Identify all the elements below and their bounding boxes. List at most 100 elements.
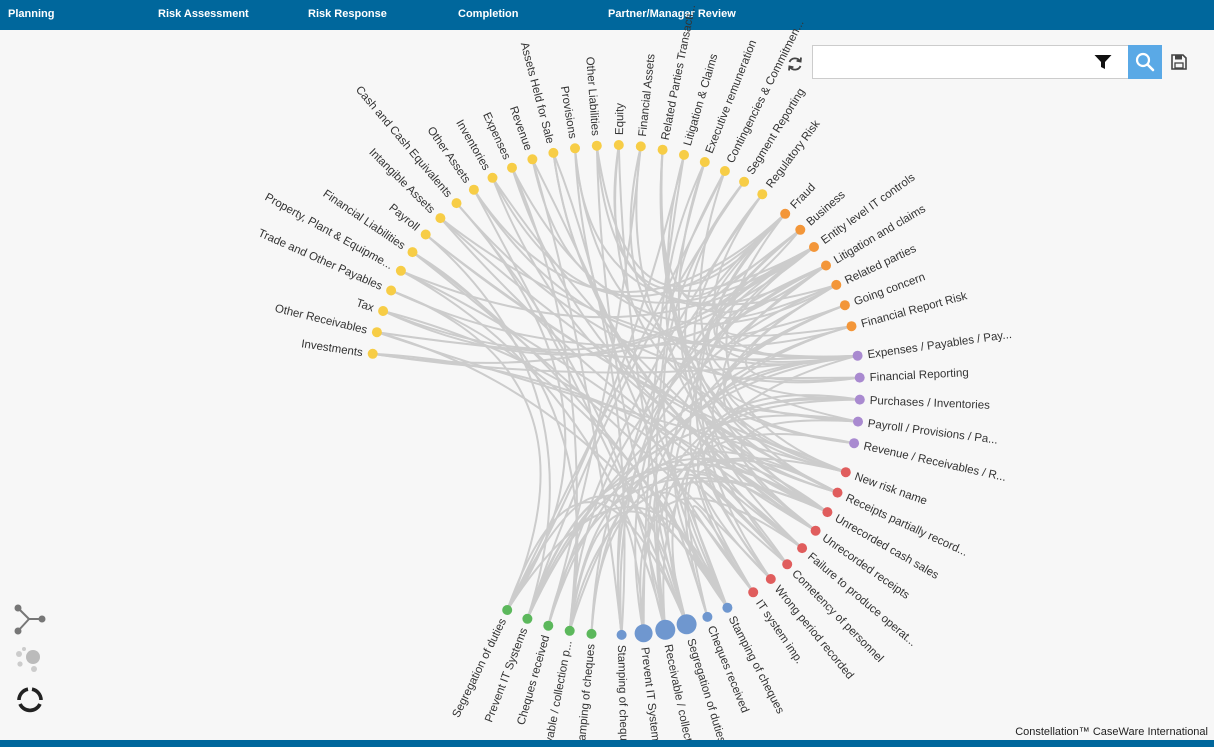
graph-node[interactable]: Tax xyxy=(354,297,389,316)
graph-node-dot[interactable] xyxy=(852,350,863,361)
graph-link xyxy=(711,398,860,549)
graph-link xyxy=(506,501,688,625)
graph-link xyxy=(473,189,786,293)
graph-node-dot[interactable] xyxy=(543,620,554,631)
graph-node-dot[interactable] xyxy=(570,143,580,154)
graph-node-dot[interactable] xyxy=(371,327,382,338)
graph-node[interactable]: Investments xyxy=(300,338,378,359)
graph-node-dot[interactable] xyxy=(502,605,513,615)
graph-node-dot[interactable] xyxy=(702,611,713,622)
graph-node-dot[interactable] xyxy=(739,176,750,187)
graph-node[interactable]: Purchases / Inventories xyxy=(854,394,991,412)
graph-node-dot[interactable] xyxy=(468,184,479,195)
graph-node-dot[interactable] xyxy=(782,559,793,570)
graph-node-label: Prevent IT Systems xyxy=(638,647,662,747)
graph-node-dot[interactable] xyxy=(679,149,689,160)
graph-link xyxy=(547,476,828,626)
bubble-view-icon[interactable] xyxy=(12,643,48,677)
graph-node-dot[interactable] xyxy=(378,306,389,316)
graph-node-dot[interactable] xyxy=(435,213,446,224)
graph-node-label: Intangible Assets xyxy=(366,146,437,216)
graph-node-dot[interactable] xyxy=(831,279,842,290)
graph-node-dot[interactable] xyxy=(657,144,668,155)
graph-node-dot[interactable] xyxy=(367,348,378,359)
graph-node[interactable]: Expenses / Payables / Pay... xyxy=(852,329,1013,361)
graph-link xyxy=(547,146,642,626)
graph-link xyxy=(552,152,626,635)
graph-node[interactable]: Financial Assets xyxy=(635,53,658,152)
graph-node-dot[interactable] xyxy=(765,574,776,584)
graph-node-dot[interactable] xyxy=(386,285,397,296)
graph-node-label: Stamping of cheques xyxy=(615,645,630,747)
graph-node[interactable]: Prevent IT Systems xyxy=(634,624,662,747)
search-button[interactable] xyxy=(1128,45,1162,79)
tab-risk-assessment[interactable]: Risk Assessment xyxy=(158,8,249,20)
graph-node-dot[interactable] xyxy=(564,625,575,636)
graph-node-dot[interactable] xyxy=(407,247,418,258)
graph-node-dot[interactable] xyxy=(676,614,697,635)
graph-node-dot[interactable] xyxy=(846,321,857,332)
graph-node-dot[interactable] xyxy=(853,416,863,427)
save-icon[interactable] xyxy=(1171,54,1187,70)
graph-node-dot[interactable] xyxy=(655,619,676,640)
graph-node-dot[interactable] xyxy=(854,394,865,405)
graph-node-dot[interactable] xyxy=(527,154,538,165)
graph-node[interactable]: Other Liabilities xyxy=(583,56,602,151)
graph-node-dot[interactable] xyxy=(613,140,624,150)
graph-node-dot[interactable] xyxy=(854,372,865,383)
graph-node-dot[interactable] xyxy=(616,629,627,640)
graph-node-dot[interactable] xyxy=(548,147,559,158)
search-input[interactable] xyxy=(812,45,1128,79)
graph-node-dot[interactable] xyxy=(719,166,730,176)
graph-node-label: Tax xyxy=(354,297,375,314)
graph-node[interactable]: Segregation of duties xyxy=(450,605,513,720)
graph-node-dot[interactable] xyxy=(507,162,517,173)
graph-link xyxy=(713,193,858,360)
graph-node-dot[interactable] xyxy=(591,140,602,151)
graph-node-dot[interactable] xyxy=(420,229,431,240)
graph-node-dot[interactable] xyxy=(757,189,768,200)
graph-node-dot[interactable] xyxy=(809,242,819,252)
top-navigation-bar: Planning Risk Assessment Risk Response C… xyxy=(0,0,1214,30)
graph-node-dot[interactable] xyxy=(586,628,597,639)
graph-node-dot[interactable] xyxy=(849,438,860,449)
graph-node-dot[interactable] xyxy=(821,260,831,271)
graph-node-dot[interactable] xyxy=(810,525,821,536)
graph-link xyxy=(590,264,827,634)
graph-link xyxy=(697,398,860,580)
graph-node-dot[interactable] xyxy=(839,300,850,311)
filter-icon[interactable] xyxy=(1094,54,1112,70)
graph-node-dot[interactable] xyxy=(722,602,733,613)
graph-node-dot[interactable] xyxy=(795,224,806,235)
graph-node-dot[interactable] xyxy=(395,265,406,276)
graph-link xyxy=(506,170,726,611)
graph-node-dot[interactable] xyxy=(451,198,462,209)
graph-node[interactable]: Equity xyxy=(613,103,627,150)
graph-node[interactable]: Provisions xyxy=(558,85,580,154)
graph-node[interactable]: Financial Reporting xyxy=(854,367,969,384)
bottom-bar xyxy=(0,740,1214,747)
graph-node-dot[interactable] xyxy=(699,157,710,167)
graph-node-dot[interactable] xyxy=(797,543,808,554)
network-view-icon[interactable] xyxy=(12,602,48,636)
graph-link xyxy=(681,473,788,609)
circle-view-icon[interactable] xyxy=(12,683,48,717)
refresh-icon[interactable] xyxy=(786,55,804,73)
graph-link xyxy=(411,251,579,631)
graph-node-dot[interactable] xyxy=(487,172,498,183)
graph-node-dot[interactable] xyxy=(822,507,833,518)
graph-node-dot[interactable] xyxy=(832,487,843,498)
tab-partner-manager-review[interactable]: Partner/Manager Review xyxy=(608,8,736,20)
graph-node-dot[interactable] xyxy=(634,624,653,643)
graph-node-dot[interactable] xyxy=(780,208,791,219)
graph-node-dot[interactable] xyxy=(522,613,533,624)
graph-node-dot[interactable] xyxy=(748,587,759,598)
graph-node[interactable]: Stamping of cheques xyxy=(615,629,630,747)
graph-node-dot[interactable] xyxy=(840,467,851,478)
graph-node-label: Equity xyxy=(614,103,627,135)
tab-completion[interactable]: Completion xyxy=(458,8,519,20)
graph-node[interactable]: Stamping of cheques xyxy=(575,628,598,747)
graph-node-dot[interactable] xyxy=(635,141,646,152)
tab-risk-response[interactable]: Risk Response xyxy=(308,8,387,20)
tab-planning[interactable]: Planning xyxy=(8,8,55,20)
